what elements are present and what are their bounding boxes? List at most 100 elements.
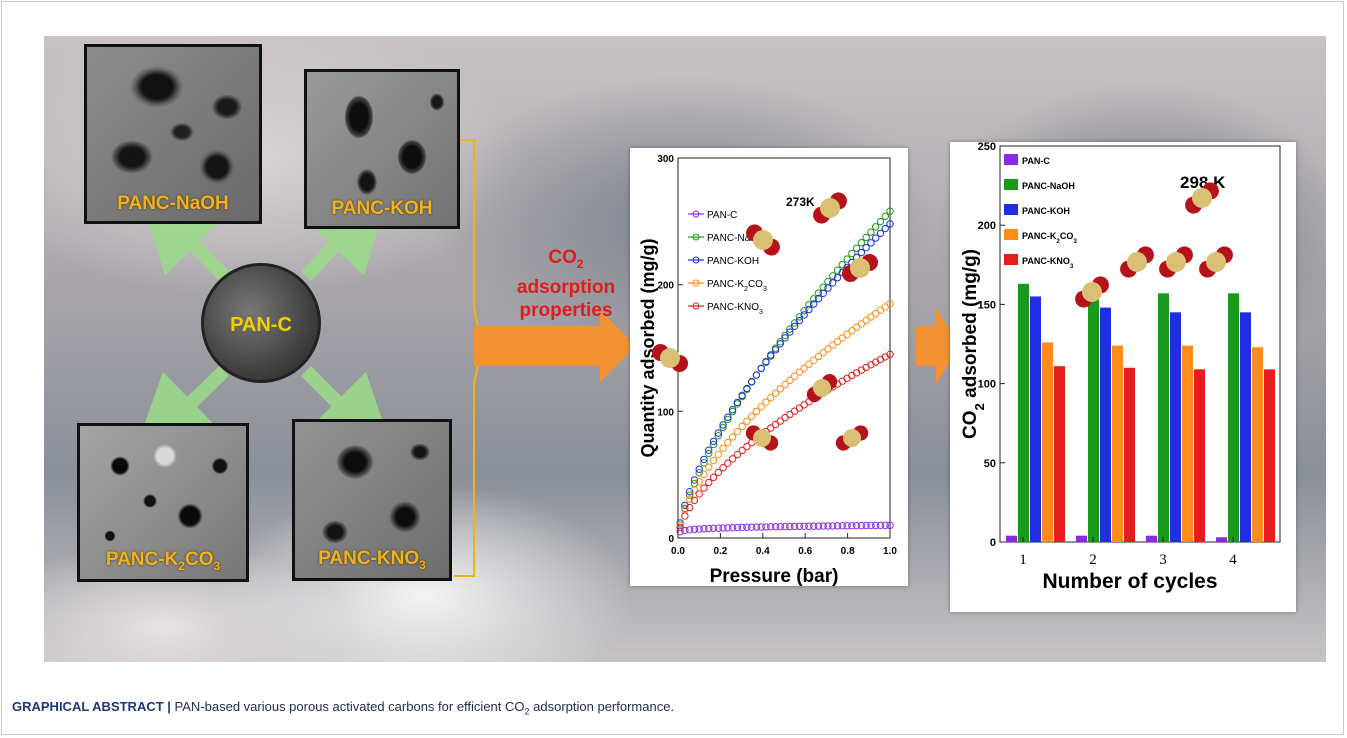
- iso-point-1-39: [862, 233, 870, 242]
- iso-co2-molecule-2-c: [850, 258, 870, 278]
- iso-point-0-42: [876, 521, 885, 530]
- iso-point-0-8: [714, 524, 722, 532]
- iso-point-3-8: [714, 450, 722, 459]
- iso-point-0-41: [871, 521, 880, 530]
- iso-ytick-label-3: 300: [657, 154, 674, 165]
- bar-co2-molecule-0-c: [1192, 188, 1212, 208]
- iso-point-3-16: [752, 407, 761, 416]
- iso-xtick-label-1: 0.2: [713, 546, 727, 557]
- iso-point-1-2: [685, 491, 694, 499]
- bar-xtick-label-3: 4: [1229, 552, 1237, 568]
- sem-image-koh: PANC-KOH: [304, 69, 460, 229]
- bar-legend-swatch-4: [1004, 254, 1018, 265]
- bar-co2-molecule-1: [1120, 246, 1154, 278]
- iso-point-3-2: [685, 495, 694, 503]
- iso-point-1-34: [838, 260, 847, 269]
- iso-point-2-1: [681, 501, 689, 509]
- iso-point-1-8: [714, 432, 722, 440]
- bar-ytick-label-3: 150: [978, 299, 996, 311]
- iso-point-1-28: [809, 295, 818, 303]
- iso-point-0-38: [857, 521, 866, 530]
- iso-point-2-12: [733, 398, 742, 407]
- iso-point-1-44: [886, 207, 894, 215]
- graphical-abstract-panel: PANC-NaOH PANC-KOH PANC-K2CO3 PANC-KNO3 …: [44, 36, 1326, 662]
- iso-point-2-11: [728, 405, 737, 414]
- iso-point-3-18: [762, 398, 770, 406]
- iso-point-0-26: [800, 522, 808, 530]
- label-panc-naoh: PANC-NaOH: [117, 193, 229, 214]
- iso-point-1-24: [790, 319, 799, 327]
- iso-legend-label-3: PANC-K2CO3: [707, 279, 767, 293]
- iso-point-3-24: [790, 372, 799, 380]
- iso-point-3-35: [843, 330, 851, 339]
- pan-c-hub-image: PAN-C: [201, 263, 321, 383]
- iso-point-2-7: [709, 437, 718, 446]
- iso-point-0-37: [852, 521, 861, 530]
- iso-point-3-34: [838, 334, 847, 342]
- bar-legend-swatch-0: [1004, 154, 1018, 165]
- iso-co2-molecule-3: [651, 344, 689, 372]
- iso-point-4-26: [800, 401, 808, 409]
- iso-point-0-18: [762, 523, 770, 531]
- iso-series-4: [676, 350, 894, 532]
- iso-legend-label-1: PANC-NaOH: [707, 233, 765, 244]
- iso-point-2-5: [700, 455, 708, 464]
- bar-legend-label-4: PANC-KNO3: [1022, 256, 1074, 270]
- bar-legend-label-3: PANC-K2CO3: [1022, 231, 1077, 245]
- bar-3-1: [1112, 345, 1123, 542]
- bar-2-1: [1100, 307, 1111, 542]
- bar-co2-molecule-1-c: [1127, 252, 1147, 272]
- iso-point-3-4: [695, 478, 703, 486]
- bar-ytick-label-0: 0: [990, 537, 996, 549]
- iso-point-4-6: [705, 478, 713, 487]
- bar-xtick-label-1: 2: [1089, 552, 1097, 568]
- sem-image-k2co3: PANC-K2CO3: [77, 423, 249, 582]
- bar-plot-frame: [999, 145, 1281, 543]
- iso-point-1-5: [700, 459, 708, 467]
- iso-point-0-28: [809, 522, 818, 530]
- iso-series-3: [676, 299, 894, 529]
- iso-point-3-27: [805, 360, 813, 368]
- iso-point-2-19: [767, 352, 775, 360]
- iso-point-1-42: [876, 217, 885, 226]
- iso-point-1-33: [833, 266, 842, 274]
- bar-co2-molecule-3-c: [1206, 252, 1226, 272]
- sem-texture-naoh: [87, 47, 259, 221]
- iso-point-3-19: [767, 393, 775, 402]
- iso-point-2-31: [824, 284, 832, 292]
- iso-ylabel: Quantity adsorbed (mg/g): [638, 238, 658, 457]
- iso-point-2-25: [795, 316, 804, 325]
- co2-adsorption-callout: CO2 adsorption properties: [506, 246, 626, 322]
- iso-co2-molecule-6-c: [843, 429, 861, 447]
- iso-xtick-label-3: 0.6: [798, 546, 812, 557]
- iso-point-3-20: [771, 389, 780, 397]
- iso-point-4-0: [676, 523, 684, 532]
- iso-point-2-43: [881, 224, 889, 233]
- bar-ytick-label-5: 250: [978, 142, 996, 153]
- iso-point-0-5: [700, 525, 708, 533]
- iso-point-2-20: [771, 346, 780, 354]
- isotherm-chart: 0 100 200 300 0.0 0.2 0.4 0.6 0.8 1.0 Pressure (ba…: [630, 148, 908, 586]
- iso-point-4-35: [843, 374, 851, 383]
- iso-point-3-30: [819, 348, 827, 357]
- bar-co2-molecule-4-c: [1082, 282, 1102, 302]
- figure-caption: GRAPHICAL ABSTRACT | PAN-based various p…: [12, 699, 675, 717]
- iso-point-1-32: [829, 272, 837, 280]
- bar-2-0: [1030, 296, 1041, 542]
- iso-legend-marker-0: [692, 210, 700, 218]
- iso-point-2-6: [705, 446, 713, 454]
- iso-point-1-4: [695, 469, 703, 477]
- bar-legend-label-2: PANC-KOH: [1022, 206, 1070, 216]
- iso-title: 273K: [786, 195, 815, 209]
- bar-3-0: [1042, 342, 1053, 542]
- iso-legend-marker-4: [692, 302, 700, 310]
- label-panc-kno3: PANC-KNO3: [318, 548, 426, 572]
- iso-co2-molecule-3-c: [660, 348, 680, 368]
- iso-point-1-11: [728, 407, 737, 416]
- iso-point-3-9: [719, 444, 727, 452]
- iso-point-2-21: [776, 340, 784, 348]
- iso-co2-molecule-5: [745, 425, 779, 451]
- iso-point-4-9: [719, 463, 727, 472]
- iso-point-1-26: [800, 307, 808, 315]
- iso-point-1-10: [724, 415, 732, 424]
